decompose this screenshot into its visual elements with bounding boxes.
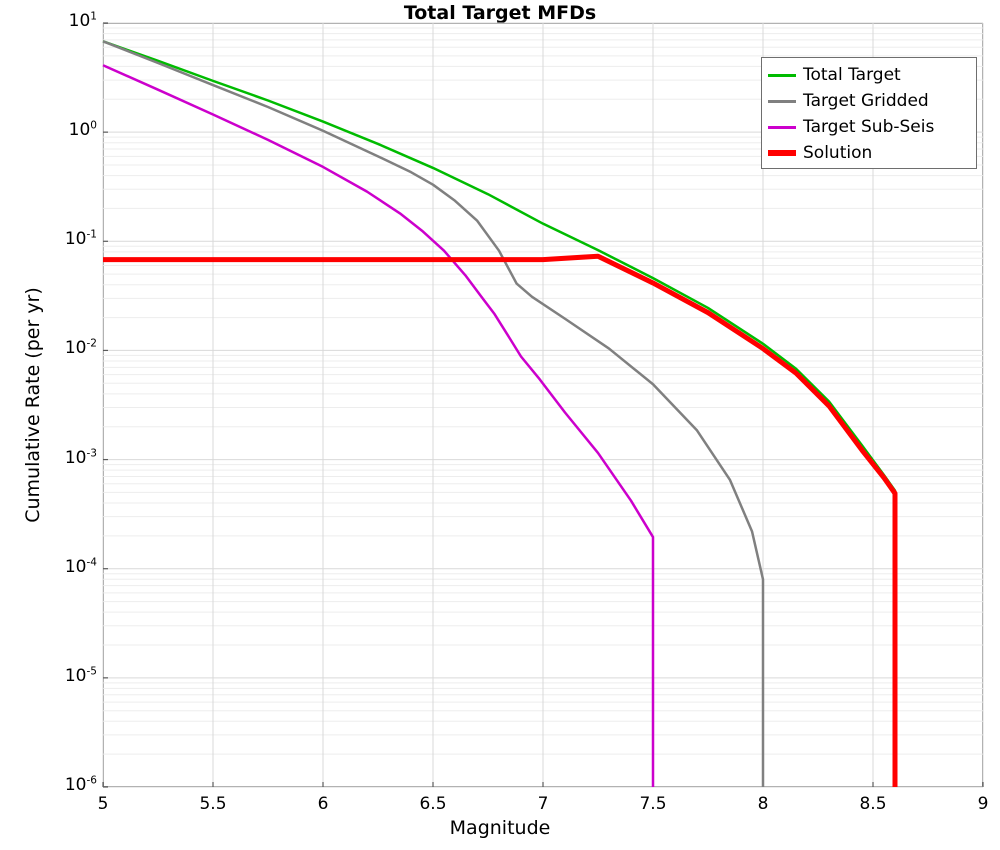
data-series <box>102 40 898 787</box>
chart-legend: Total Target Target Gridded Target Sub-Sei… <box>761 57 977 169</box>
legend-color-swatch <box>768 99 796 103</box>
y-tick-label: 100 <box>68 119 97 141</box>
y-tick-label: 10-2 <box>64 337 97 359</box>
legend-color-swatch <box>768 150 796 156</box>
legend-item: Target Sub-Seis <box>768 114 970 140</box>
x-tick-label: 6.5 <box>419 794 447 814</box>
legend-item: Target Gridded <box>768 88 970 114</box>
y-tick-label: 10-4 <box>64 556 97 577</box>
legend-color-swatch <box>768 125 796 129</box>
legend-item: Solution <box>768 140 970 166</box>
x-tick-label: 8.5 <box>859 794 887 814</box>
y-axis-label: Cumulative Rate (per yr) <box>22 287 44 523</box>
legend-label: Solution <box>803 142 873 163</box>
x-axis-label: Magnitude <box>449 817 551 839</box>
x-tick-label: 8 <box>757 794 769 814</box>
y-tick-label: 10-1 <box>64 228 97 250</box>
x-tick-label: 5.5 <box>199 794 227 814</box>
legend-label: Total Target <box>803 64 901 85</box>
x-tick-label: 7.5 <box>639 794 667 814</box>
x-tick-label: 9 <box>977 794 989 814</box>
y-tick-label: 10-3 <box>64 446 97 468</box>
chart-title: Total Target MFDs <box>403 2 597 24</box>
legend-label: Target Sub-Seis <box>803 116 935 137</box>
legend-item: Total Target <box>768 62 970 88</box>
x-tick-label: 5 <box>97 794 109 814</box>
y-tick-label: 10-6 <box>64 774 97 795</box>
series-line-target-sub-seis <box>102 64 655 787</box>
y-tick-label: 101 <box>68 10 97 31</box>
legend-color-swatch <box>768 73 796 77</box>
x-tick-label: 7 <box>537 794 549 814</box>
series-line-solution <box>103 253 898 787</box>
series-line-target-gridded <box>102 40 765 787</box>
legend-label: Target Gridded <box>803 90 929 111</box>
y-tick-label: 10-5 <box>64 665 97 686</box>
series-line-total-target <box>102 40 897 787</box>
x-tick-label: 6 <box>317 794 329 814</box>
